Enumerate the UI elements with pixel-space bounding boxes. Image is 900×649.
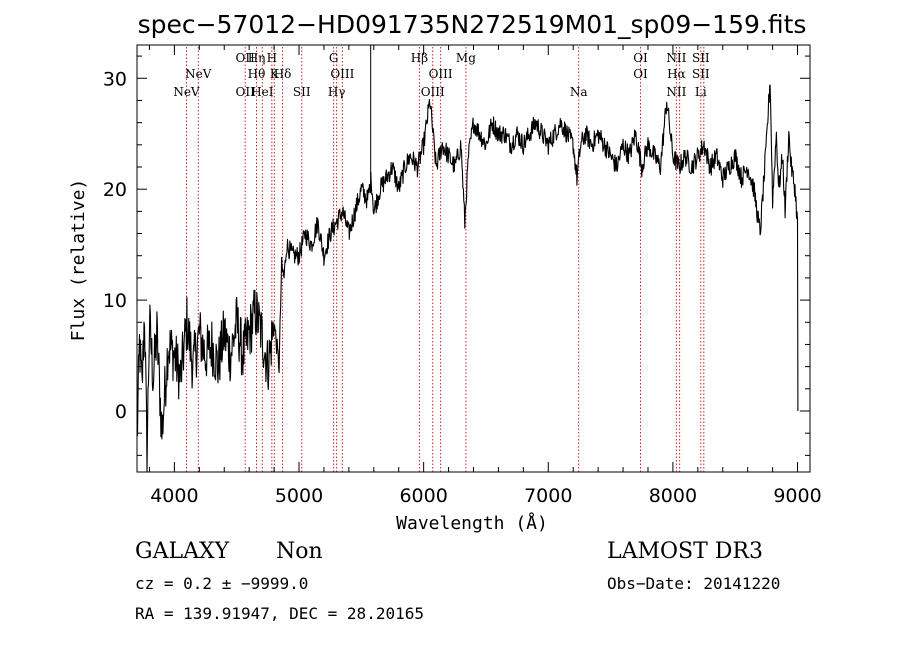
ra-dec: RA = 139.91947, DEC = 28.20165 [135, 604, 424, 623]
line-label-3-1: Hθ [248, 67, 266, 81]
line-label-14-0: OIII [429, 67, 453, 81]
line-label-6-0: K [270, 67, 280, 81]
line-label-2-1: OII [236, 85, 256, 99]
line-label-8-0: SII [293, 85, 311, 99]
line-label-4-0: HeI [251, 85, 274, 99]
line-label-20-0: SII [692, 51, 710, 65]
chart-title: spec−57012−HD091735N272519M01_sp09−159.f… [138, 10, 807, 39]
line-label-3-0: Hη [248, 51, 266, 65]
y-axis-ticks: 0 10 20 30 [103, 55, 810, 456]
plot-border [136, 44, 811, 473]
line-label-2-0: OII [236, 51, 256, 65]
line-label-18-1: Hα [667, 67, 686, 81]
line-label-12-0: Hβ [411, 51, 428, 65]
line-label-7-0: Hδ [274, 67, 292, 81]
x-tick-label-5000: 5000 [275, 485, 323, 507]
line-label-11-0: OIII [330, 67, 354, 81]
line-label-9-0: G [329, 51, 339, 65]
y-tick-label-20: 20 [103, 179, 127, 201]
line-label-20-2: Li [695, 85, 707, 99]
x-tick-label-6000: 6000 [399, 485, 447, 507]
spectrum-series [136, 84, 799, 473]
object-subclass: Non [276, 539, 323, 564]
line-label-18-2: NII [666, 85, 686, 99]
line-label-13-0: OIII [421, 85, 445, 99]
obs-date: Obs−Date: 20141220 [607, 574, 780, 593]
x-tick-label-9000: 9000 [773, 485, 821, 507]
object-type: GALAXY [135, 539, 230, 564]
y-tick-label-0: 0 [115, 401, 127, 423]
y-tick-label-10: 10 [103, 290, 127, 312]
spectral-line-labels: NeVNeVOIIOIIHηHθHeIHKHδSIIGHγOIIIHβOIIIO… [173, 51, 710, 99]
x-axis-ticks: 4000 5000 6000 7000 8000 9000 [148, 45, 822, 507]
x-axis-label: Wavelength (Å) [396, 512, 548, 534]
line-label-5-0: H [267, 51, 277, 65]
spectral-line-markers [185, 47, 705, 472]
line-label-16-0: Na [570, 85, 588, 99]
x-tick-label-7000: 7000 [524, 485, 572, 507]
y-axis-label: Flux (relative) [68, 179, 89, 342]
line-label-10-0: Hγ [328, 85, 346, 99]
line-label-17-0: OI [633, 51, 648, 65]
x-tick-label-4000: 4000 [150, 485, 198, 507]
survey-name: LAMOST DR3 [607, 539, 763, 564]
x-tick-label-8000: 8000 [649, 485, 697, 507]
line-label-1-0: NeV [185, 67, 212, 81]
line-label-18-0: NII [666, 51, 686, 65]
line-label-20-1: SII [692, 67, 710, 81]
line-label-0-0: NeV [173, 85, 200, 99]
redshift-cz: cz = 0.2 ± −9999.0 [135, 574, 308, 593]
y-tick-label-30: 30 [103, 68, 127, 90]
line-label-15-0: Mg [456, 51, 476, 65]
line-label-17-1: OI [633, 67, 648, 81]
plot-frame [136, 44, 811, 473]
